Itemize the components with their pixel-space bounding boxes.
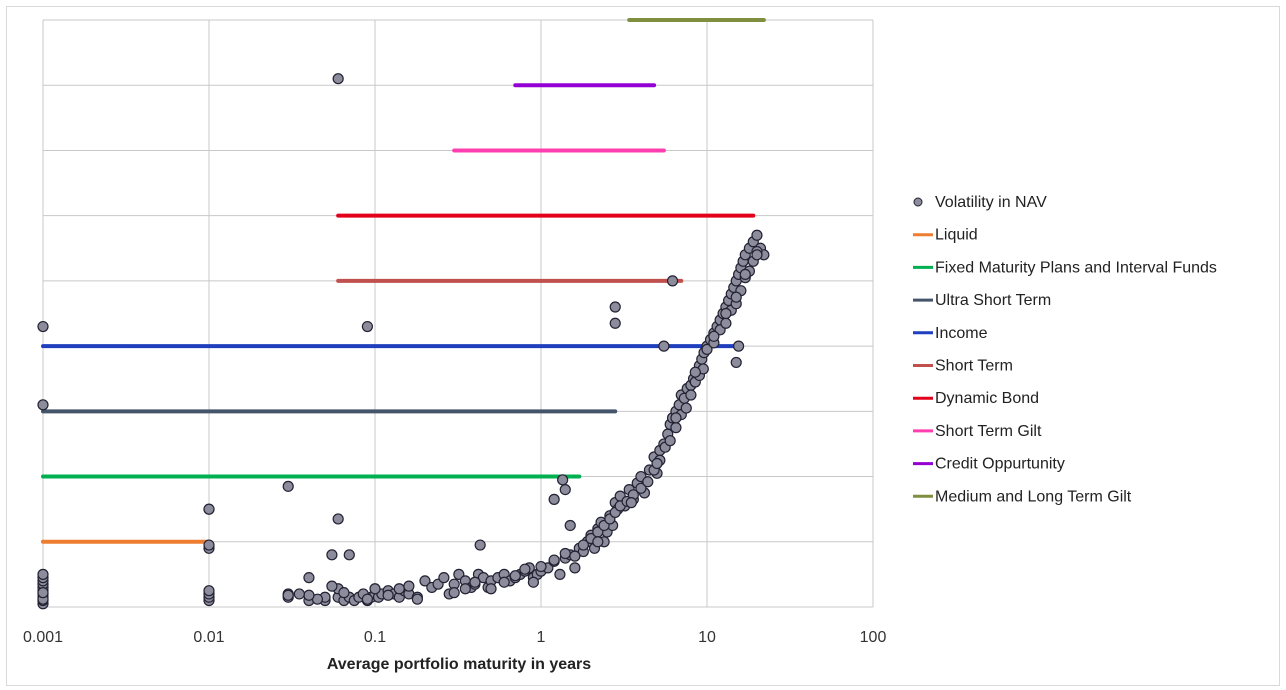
x-axis-title: Average portfolio maturity in years bbox=[327, 656, 591, 673]
scatter-point bbox=[282, 589, 294, 601]
scatter-point bbox=[203, 585, 215, 597]
scatter-point bbox=[361, 320, 374, 333]
scatter-point bbox=[559, 484, 571, 496]
scatter-point bbox=[577, 539, 589, 551]
scatter-point bbox=[592, 536, 604, 548]
scatter-point bbox=[680, 402, 692, 414]
scatter-point bbox=[564, 519, 576, 532]
scatter-point bbox=[509, 570, 521, 582]
scatter-point bbox=[393, 583, 405, 595]
scatter-point bbox=[419, 575, 431, 587]
scatter-point bbox=[625, 497, 637, 509]
scatter-point bbox=[751, 249, 763, 261]
scatter-point bbox=[469, 576, 481, 588]
scatter-point bbox=[720, 307, 732, 320]
scatter-point bbox=[293, 588, 305, 600]
scatter-point bbox=[708, 330, 720, 342]
scatter-point bbox=[459, 583, 471, 595]
x-tick-label: 1 bbox=[537, 629, 546, 646]
scatter-point bbox=[685, 389, 697, 401]
scatter-point bbox=[338, 587, 350, 599]
legend-label: Short Term Gilt bbox=[935, 423, 1042, 440]
legend: Volatility in NAV Liquid Fixed Maturity Pl… bbox=[913, 194, 1217, 505]
legend-label: Income bbox=[935, 325, 988, 342]
scatter-point bbox=[535, 560, 547, 573]
legend-marker-volatility-in-nav bbox=[913, 197, 923, 207]
scatter-point bbox=[438, 572, 450, 584]
scatter-point bbox=[527, 576, 540, 588]
scatter-point bbox=[666, 275, 679, 287]
scatter-point bbox=[642, 476, 654, 488]
scatter-point bbox=[411, 593, 423, 605]
range-lines bbox=[41, 18, 766, 544]
scatter-point bbox=[37, 587, 49, 599]
scatter-point bbox=[730, 291, 742, 303]
scatter-point bbox=[382, 589, 394, 601]
legend-label: Dynamic Bond bbox=[935, 390, 1039, 407]
scatter-point bbox=[548, 554, 560, 566]
scatter-point bbox=[203, 503, 215, 515]
scatter-point bbox=[453, 568, 465, 580]
legend-label: Short Term bbox=[935, 358, 1013, 375]
scatter-point bbox=[282, 480, 294, 492]
scatter-point bbox=[37, 568, 49, 580]
scatter-point bbox=[303, 572, 315, 584]
scatter-point bbox=[474, 539, 486, 551]
scatter-point bbox=[739, 268, 751, 280]
scatter-point bbox=[609, 301, 621, 313]
scatter-point bbox=[326, 580, 338, 592]
scatter-point bbox=[635, 482, 647, 494]
scatter-point bbox=[343, 549, 355, 561]
scatter-point bbox=[664, 435, 676, 447]
scatter-point bbox=[37, 320, 49, 333]
scatter-point bbox=[732, 340, 745, 352]
x-tick-labels: 0.001 0.01 0.1 1 10 100 bbox=[23, 629, 886, 646]
scatter-point bbox=[651, 457, 663, 470]
scatter-point bbox=[403, 580, 415, 592]
x-tick-label: 100 bbox=[860, 629, 887, 646]
scatter-point bbox=[730, 356, 742, 369]
scatter-point bbox=[369, 583, 381, 595]
legend-label: Credit Oppurtunity bbox=[935, 456, 1065, 473]
scatter-point bbox=[361, 593, 374, 605]
x-tick-label: 10 bbox=[698, 629, 716, 646]
x-tick-label: 0.01 bbox=[193, 629, 224, 646]
scatter-points bbox=[37, 73, 770, 610]
legend-label: Medium and Long Term Gilt bbox=[935, 488, 1132, 505]
legend-label: Ultra Short Term bbox=[935, 292, 1051, 309]
scatter-point bbox=[559, 547, 571, 560]
scatter-point bbox=[448, 587, 460, 599]
scatter-point bbox=[203, 539, 215, 551]
scatter-point bbox=[569, 562, 581, 574]
scatter-point bbox=[548, 493, 560, 505]
scatter-point bbox=[670, 422, 682, 434]
x-tick-label: 0.001 bbox=[23, 629, 63, 646]
scatter-point bbox=[557, 474, 569, 486]
scatter-point bbox=[326, 549, 338, 561]
grid-layer bbox=[42, 19, 874, 608]
scatter-point bbox=[569, 550, 581, 562]
scatter-point bbox=[658, 340, 670, 352]
scatter-point bbox=[609, 317, 621, 329]
scatter-point bbox=[332, 73, 344, 85]
scatter-point bbox=[701, 343, 713, 355]
scatter-point bbox=[720, 317, 732, 329]
scatter-point bbox=[554, 568, 566, 580]
scatter-point bbox=[689, 366, 701, 378]
scatter-point bbox=[670, 412, 682, 424]
legend-label: Volatility in NAV bbox=[935, 194, 1047, 211]
scatter-point bbox=[485, 583, 497, 595]
x-tick-label: 0.1 bbox=[364, 629, 386, 646]
scatter-point bbox=[498, 576, 510, 588]
scatter-point bbox=[751, 229, 763, 241]
scatter-point bbox=[332, 513, 344, 525]
scatter-point bbox=[519, 563, 531, 575]
scatter-point bbox=[303, 589, 315, 601]
legend-label: Fixed Maturity Plans and Interval Funds bbox=[935, 259, 1217, 276]
scatter-point bbox=[37, 399, 49, 411]
legend-label: Liquid bbox=[935, 227, 978, 244]
